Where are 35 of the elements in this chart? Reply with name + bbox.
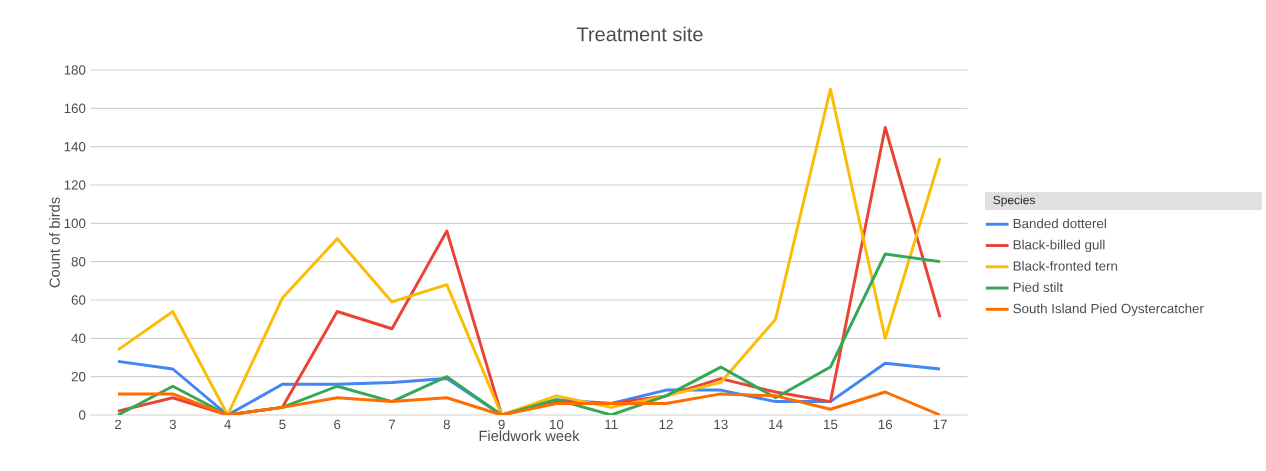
x-tick-label: 15 (824, 419, 838, 430)
y-tick-label: 140 (64, 141, 86, 152)
x-tick-label: 11 (605, 419, 618, 429)
x-tick-label: 5 (279, 419, 286, 430)
x-tick-label: 2 (114, 419, 122, 430)
y-tick-label: 80 (71, 256, 86, 267)
x-tick-label: 4 (224, 419, 231, 429)
y-tick-label: 100 (64, 218, 86, 229)
y-tick-label: 160 (64, 103, 86, 114)
x-tick-label: 6 (334, 419, 341, 430)
legend-label: South Island Pied Oystercatcher (1013, 303, 1204, 316)
y-tick-label: 180 (64, 65, 86, 75)
x-tick-label: 13 (714, 419, 728, 430)
legend-label: Black-billed gull (1013, 239, 1105, 253)
y-axis-title: Count of birds (49, 197, 60, 288)
x-tick-label: 12 (659, 419, 673, 430)
x-tick-label: 17 (933, 419, 947, 429)
x-tick-label: 9 (498, 419, 505, 430)
chart-title: Treatment site (576, 26, 703, 42)
legend-label: Banded dotterel (1013, 218, 1106, 229)
x-tick-label: 16 (878, 419, 893, 430)
legend-label: Black-fronted tern (1013, 260, 1118, 271)
x-tick-label: 3 (169, 419, 176, 430)
y-tick-label: 0 (79, 410, 86, 420)
x-tick-label: 10 (550, 419, 564, 430)
y-tick-label: 40 (71, 333, 86, 344)
y-tick-label: 20 (71, 371, 86, 382)
x-axis-title: Fieldwork week (479, 430, 580, 442)
x-tick-label: 8 (443, 419, 450, 430)
y-tick-label: 60 (71, 295, 86, 305)
y-tick-label: 120 (64, 180, 86, 190)
legend-label: Pied stilt (1013, 282, 1063, 292)
x-tick-label: 7 (388, 419, 396, 429)
legend-title: Species (993, 195, 1035, 207)
x-tick-label: 14 (769, 419, 783, 429)
